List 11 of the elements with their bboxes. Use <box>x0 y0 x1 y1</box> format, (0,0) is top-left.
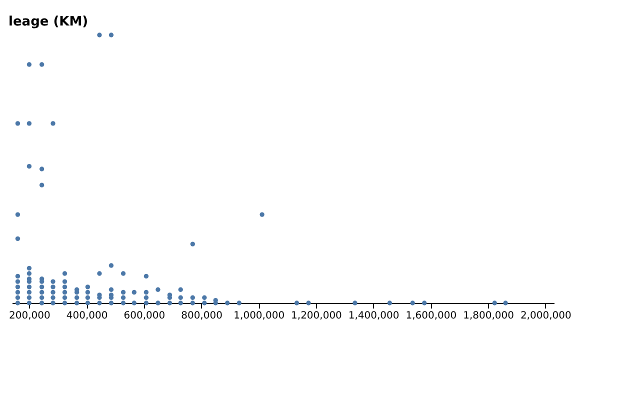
x-tick-label: 1,200,000 <box>291 310 342 322</box>
x-tick-label: 600,000 <box>124 310 166 322</box>
x-tick-label: 1,600,000 <box>406 310 457 322</box>
y-axis-title: leage (KM) <box>8 14 88 30</box>
x-tick-label: 1,800,000 <box>463 310 514 322</box>
x-tick-label: 800,000 <box>181 310 222 322</box>
x-tick-label: 200,000 <box>9 310 50 322</box>
x-tick-label: 2,000,000 <box>520 310 572 322</box>
x-tick-label: 1,400,000 <box>348 310 400 322</box>
x-tick-label: 1,000,000 <box>234 310 285 322</box>
x-tick-label: 400,000 <box>66 310 108 322</box>
